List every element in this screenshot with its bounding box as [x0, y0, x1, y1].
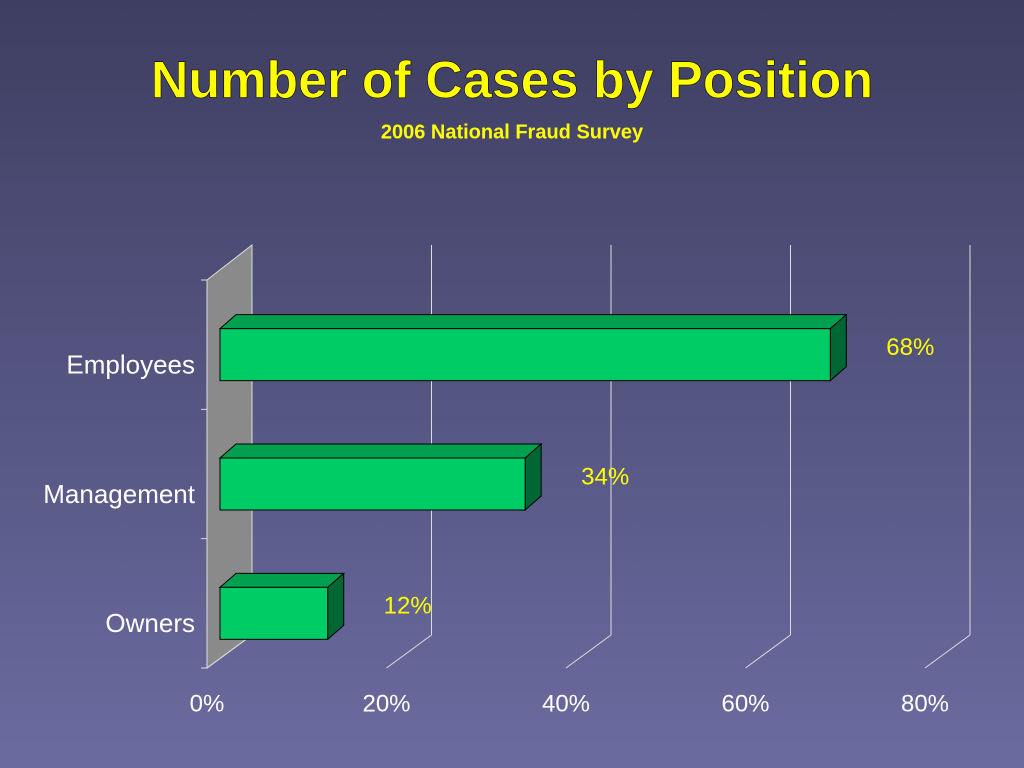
bar	[219, 457, 526, 511]
bar	[219, 328, 831, 382]
y-tick-label: Employees	[66, 350, 195, 380]
x-tick-label: 80%	[901, 690, 949, 717]
grid-line	[745, 634, 791, 669]
bar	[219, 586, 329, 640]
grid-line	[206, 634, 253, 669]
chart-title: Number of Cases by Position	[151, 52, 873, 110]
data-label: 12%	[384, 593, 432, 620]
x-tick-label: 20%	[362, 690, 410, 717]
chart-subtitle: 2006 National Fraud Survey	[381, 121, 644, 143]
bar-top	[218, 572, 346, 588]
y-tick-label: Owners	[105, 608, 195, 638]
x-tick-label: 0%	[190, 690, 225, 717]
grid-line	[924, 634, 971, 669]
grid-line	[565, 634, 612, 669]
bar-top	[218, 314, 848, 330]
data-label: 34%	[581, 463, 629, 490]
data-label: 68%	[886, 334, 934, 361]
y-tick-label: Management	[43, 479, 196, 509]
x-tick-label: 40%	[542, 690, 590, 717]
bar-top	[218, 443, 543, 459]
x-tick-label: 60%	[721, 690, 769, 717]
grid-line	[386, 634, 432, 669]
